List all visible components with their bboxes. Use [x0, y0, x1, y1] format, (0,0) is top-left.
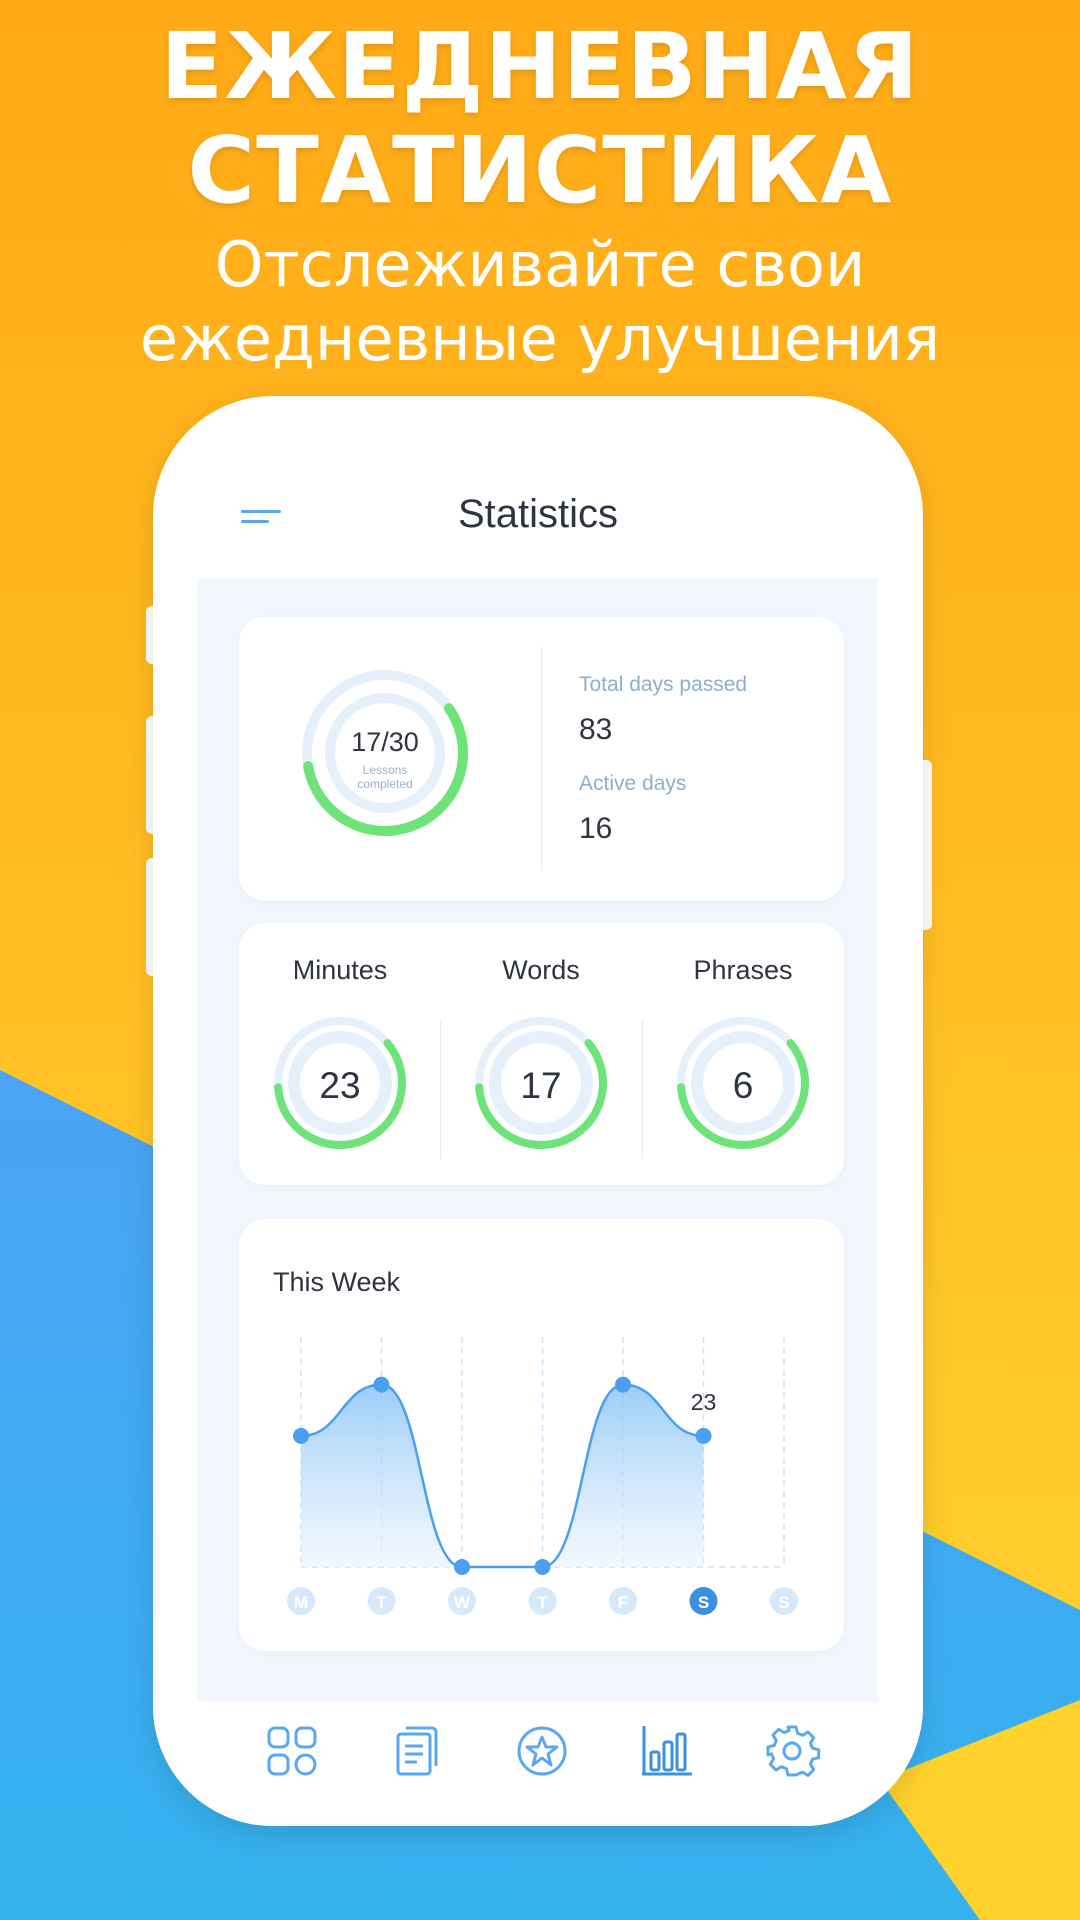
chart-point	[293, 1427, 309, 1444]
metric-label-words: Words	[502, 955, 580, 985]
phone-frame: Statistics 17/30 Lessons completed Total…	[153, 396, 923, 1826]
summary-card: 17/30 Lessons completed Total days passe…	[239, 617, 844, 901]
chart-point	[695, 1427, 712, 1444]
headline-line-2: СТАТИСТИКА	[187, 117, 893, 224]
summary-divider	[541, 647, 542, 871]
day-label: W	[454, 1593, 471, 1612]
active-days-value: 16	[579, 812, 613, 845]
metric-ring-phrases	[677, 1017, 809, 1149]
lessons-progress-arc	[302, 670, 468, 836]
star-badge-icon[interactable]	[513, 1722, 571, 1780]
metric-value-minutes: 23	[319, 1065, 361, 1106]
stats-content: 17/30 Lessons completed Total days passe…	[197, 579, 878, 1702]
week-card: This Week 23 M T W T F S S	[239, 1219, 844, 1651]
dashboard-icon[interactable]	[263, 1722, 321, 1780]
metric-progress-arc	[475, 1017, 607, 1149]
metric-ring-minutes	[274, 1017, 406, 1149]
day-label: T	[537, 1593, 548, 1612]
metric-ring-words	[475, 1017, 607, 1149]
day-badge[interactable]: T	[367, 1587, 396, 1615]
day-label: M	[294, 1593, 308, 1612]
lessons-value: 17/30	[351, 727, 419, 757]
chart-point	[534, 1559, 551, 1575]
gear-icon[interactable]	[763, 1722, 821, 1780]
day-label: S	[778, 1593, 789, 1612]
metrics-divider-2	[642, 1019, 643, 1159]
metric-value-words: 17	[520, 1065, 562, 1106]
chart-point	[373, 1376, 390, 1393]
day-badge[interactable]: T	[528, 1587, 557, 1615]
metrics-divider-1	[440, 1019, 441, 1159]
chart-area	[301, 1384, 704, 1567]
menu-icon[interactable]	[241, 510, 281, 532]
lessons-caption-1: Lessons	[362, 763, 408, 777]
headline-line-1: ЕЖЕДНЕВНАЯ	[160, 13, 920, 120]
page-title: Statistics	[457, 492, 619, 536]
day-label: S	[698, 1593, 709, 1612]
metric-progress-arc	[677, 1017, 809, 1149]
total-days-label: Total days passed	[579, 673, 748, 696]
day-label: T	[376, 1593, 387, 1612]
metric-progress-arc	[274, 1017, 406, 1149]
day-badge[interactable]: W	[448, 1587, 476, 1615]
day-badge[interactable]: M	[287, 1587, 315, 1615]
metric-label-minutes: Minutes	[292, 955, 388, 985]
week-chart: 23 M T W T F S S	[287, 1337, 798, 1615]
day-badge[interactable]: S	[689, 1587, 718, 1615]
bottom-nav	[153, 1702, 923, 1826]
total-days-value: 83	[579, 713, 613, 746]
lessons-caption-2: completed	[357, 777, 413, 791]
chart-point	[454, 1559, 470, 1575]
subtitle-line-2: ежедневные улучшения	[139, 302, 941, 375]
bar-chart-icon[interactable]	[638, 1722, 696, 1780]
notes-icon[interactable]	[388, 1722, 446, 1780]
day-label: F	[618, 1593, 628, 1612]
chart-data-label: 23	[691, 1389, 717, 1415]
day-badge[interactable]: S	[770, 1587, 798, 1615]
metric-label-phrases: Phrases	[693, 955, 793, 985]
subtitle-line-1: Отслеживайте свои	[214, 228, 866, 301]
metrics-card: Minutes 23 Words 17 Phrases 6	[239, 923, 844, 1185]
active-days-label: Active days	[579, 772, 687, 795]
chart-point	[615, 1376, 631, 1393]
day-badge[interactable]: F	[609, 1587, 637, 1615]
lessons-progress-ring	[302, 670, 468, 836]
metric-value-phrases: 6	[732, 1065, 754, 1106]
week-title: This Week	[273, 1267, 401, 1297]
